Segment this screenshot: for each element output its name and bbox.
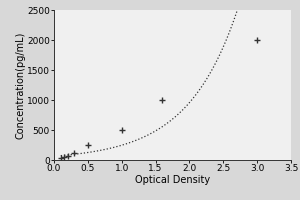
- Y-axis label: Concentration(pg/mL): Concentration(pg/mL): [15, 31, 26, 139]
- X-axis label: Optical Density: Optical Density: [135, 175, 210, 185]
